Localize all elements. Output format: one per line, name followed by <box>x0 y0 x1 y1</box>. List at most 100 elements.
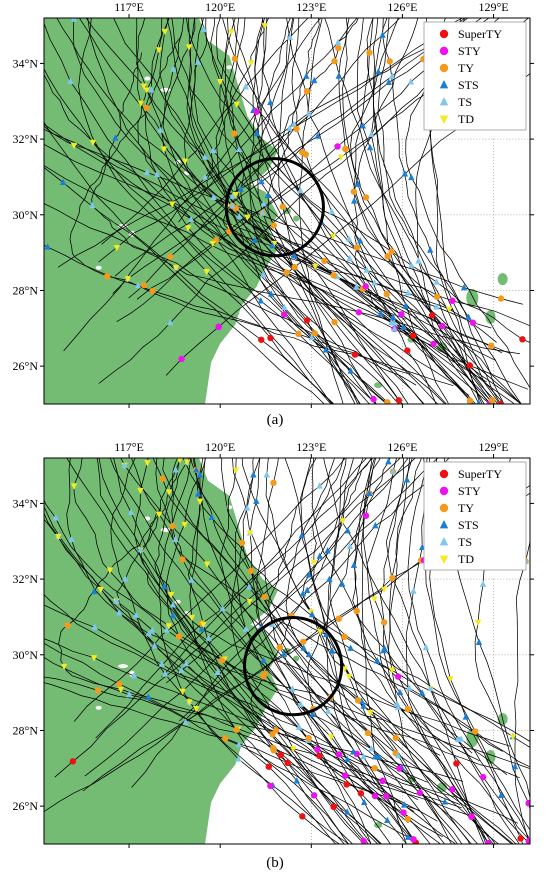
marker-ts <box>182 718 189 725</box>
typhoon-track <box>189 458 337 844</box>
marker-ts <box>245 583 253 590</box>
marker-ts <box>219 604 226 612</box>
marker-sts <box>290 251 298 259</box>
marker-sts <box>196 471 204 478</box>
marker-ts <box>422 643 430 651</box>
marker-ts <box>368 130 375 138</box>
marker-ty <box>291 263 298 271</box>
marker-sts <box>311 76 318 84</box>
marker-superty <box>299 813 306 820</box>
marker-ts <box>286 33 293 40</box>
marker-sts <box>379 31 386 38</box>
legend: SuperTY STY TY STS TS TD <box>423 461 527 571</box>
map-panel-a: 117°E 120°E 123°E 126°E 129°E 34°N 32°N 30°N 28°… <box>13 0 534 408</box>
marker-ty <box>388 248 395 255</box>
marker-sty <box>267 782 274 790</box>
marker-ty <box>371 764 378 772</box>
marker-ty <box>366 49 373 56</box>
typhoon-track <box>120 458 473 844</box>
marker-superty <box>258 336 265 343</box>
marker-sts <box>335 72 342 79</box>
marker-sts <box>303 72 310 79</box>
typhoon-track <box>136 18 389 404</box>
typhoon-track <box>388 458 471 844</box>
legend-label: TY <box>458 61 474 75</box>
marker-ts <box>201 173 209 180</box>
typhoon-track <box>69 33 411 375</box>
lon-tick-label: 129°E <box>478 440 508 454</box>
map-frame <box>43 457 531 845</box>
marker-sts <box>250 471 257 478</box>
marker-sts <box>260 656 267 664</box>
typhoon-track <box>229 18 404 404</box>
marker-td <box>89 139 97 147</box>
lat-tick-label: 28°N <box>13 283 39 297</box>
typhoon-track <box>311 458 530 842</box>
marker-ty <box>362 194 370 201</box>
marker-sts <box>305 650 313 658</box>
marker-sts <box>396 688 404 696</box>
marker-sts <box>354 180 362 187</box>
typhoon-track <box>165 458 416 684</box>
marker-sts <box>293 777 300 784</box>
lake <box>226 65 233 70</box>
marker-sts <box>365 489 373 496</box>
marker-td <box>172 264 180 272</box>
marker-sty <box>396 765 403 772</box>
marker-td <box>155 47 163 54</box>
marker-ts <box>235 755 242 762</box>
marker-td <box>327 734 335 741</box>
island <box>283 208 291 214</box>
marker-ty <box>103 273 111 280</box>
marker-td <box>165 489 173 496</box>
marker-ty <box>330 272 337 279</box>
marker-td <box>290 746 297 753</box>
marker-ts <box>242 625 250 632</box>
marker-td <box>183 459 191 466</box>
typhoon-track <box>166 18 359 404</box>
marker-ts <box>346 542 353 550</box>
island <box>407 776 416 783</box>
marker-td <box>168 201 176 208</box>
marker-sts <box>267 290 275 297</box>
typhoon-track <box>131 458 409 788</box>
marker-ts <box>205 634 212 641</box>
typhoon-track <box>54 458 401 778</box>
marker-td <box>167 591 175 599</box>
marker-sts <box>344 755 351 762</box>
marker-td <box>124 276 132 283</box>
marker-sty <box>449 297 456 304</box>
marker-sts <box>169 612 177 619</box>
marker-ts <box>229 201 236 209</box>
marker-superty <box>284 759 291 767</box>
marker-ts <box>151 642 158 649</box>
marker-td <box>203 561 211 568</box>
marker-ts <box>297 186 304 194</box>
marker-sty <box>410 836 417 843</box>
typhoon-track <box>338 18 496 404</box>
lat-tick-label: 34°N <box>13 496 39 510</box>
marker-sts <box>462 713 469 720</box>
marker-sts <box>303 586 311 593</box>
marker-sty <box>379 777 386 785</box>
marker-ts <box>305 109 313 117</box>
marker-sts <box>316 552 323 559</box>
marker-sts <box>237 185 245 192</box>
marker-sts <box>374 656 381 664</box>
typhoon-track <box>385 458 487 844</box>
marker-ty <box>247 567 255 575</box>
typhoon-track <box>66 458 349 844</box>
marker-ts <box>324 707 332 714</box>
marker-ts <box>389 467 397 475</box>
marker-sts <box>427 246 434 253</box>
marker-superty <box>343 781 350 788</box>
typhoon-track <box>73 458 412 780</box>
marker-sts <box>385 458 392 465</box>
marker-ts <box>68 535 75 543</box>
marker-ty <box>295 330 302 338</box>
island <box>485 749 496 764</box>
marker-ty <box>353 607 360 615</box>
marker-ts <box>371 279 378 286</box>
marker-ts <box>169 601 177 608</box>
marker-sts <box>258 177 265 185</box>
